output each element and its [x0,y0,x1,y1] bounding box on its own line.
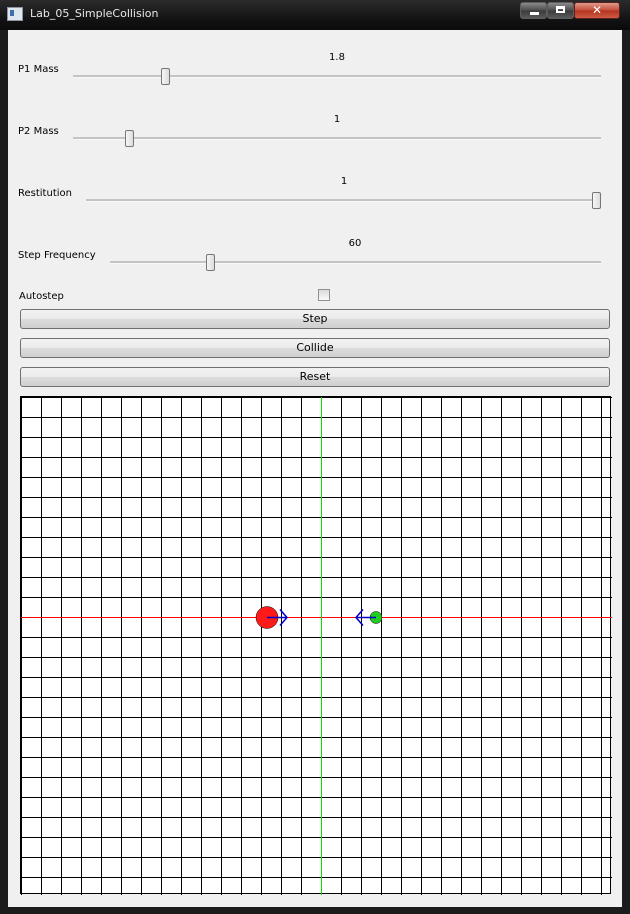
simulation-canvas[interactable] [20,396,612,895]
particle-1-arrowhead-icon [279,609,288,626]
client-area: P1 Mass 1.8 P2 Mass 1 Restitution 1 Step… [8,30,622,907]
restitution-value: 1 [340,176,348,187]
slider-handle[interactable] [125,130,134,147]
slider-groove [73,137,601,140]
slider-handle[interactable] [161,68,170,85]
collide-button[interactable]: Collide [20,338,610,358]
step-frequency-label: Step Frequency [18,250,96,261]
restitution-slider[interactable] [86,191,601,211]
app-icon [7,7,23,21]
maximize-icon [556,6,565,13]
autostep-checkbox[interactable] [318,289,330,301]
simulation-svg [21,397,612,895]
p1-mass-label: P1 Mass [18,64,59,75]
autostep-label: Autostep [19,291,64,302]
reset-button[interactable]: Reset [20,367,610,387]
slider-handle[interactable] [592,192,601,209]
window-title: Lab_05_SimpleCollision [30,7,159,20]
maximize-button[interactable] [547,2,574,19]
slider-groove [110,261,601,264]
step-frequency-slider[interactable] [110,253,601,273]
restitution-label: Restitution [18,188,72,199]
close-icon: ✕ [591,3,603,17]
particle-2-arrowhead-icon [355,609,364,626]
step-frequency-value: 60 [348,238,362,249]
p2-mass-slider[interactable] [73,129,601,149]
minimize-button[interactable] [520,2,547,19]
p1-mass-value: 1.8 [329,52,345,63]
title-bar[interactable]: Lab_05_SimpleCollision ✕ [0,0,630,30]
slider-groove [86,199,601,202]
step-button[interactable]: Step [20,309,610,329]
p2-mass-label: P2 Mass [18,126,59,137]
p2-mass-value: 1 [333,114,341,125]
minimize-icon [530,12,539,15]
slider-handle[interactable] [206,254,215,271]
slider-groove [73,75,601,78]
close-button[interactable]: ✕ [574,2,620,19]
p1-mass-slider[interactable] [73,67,601,87]
